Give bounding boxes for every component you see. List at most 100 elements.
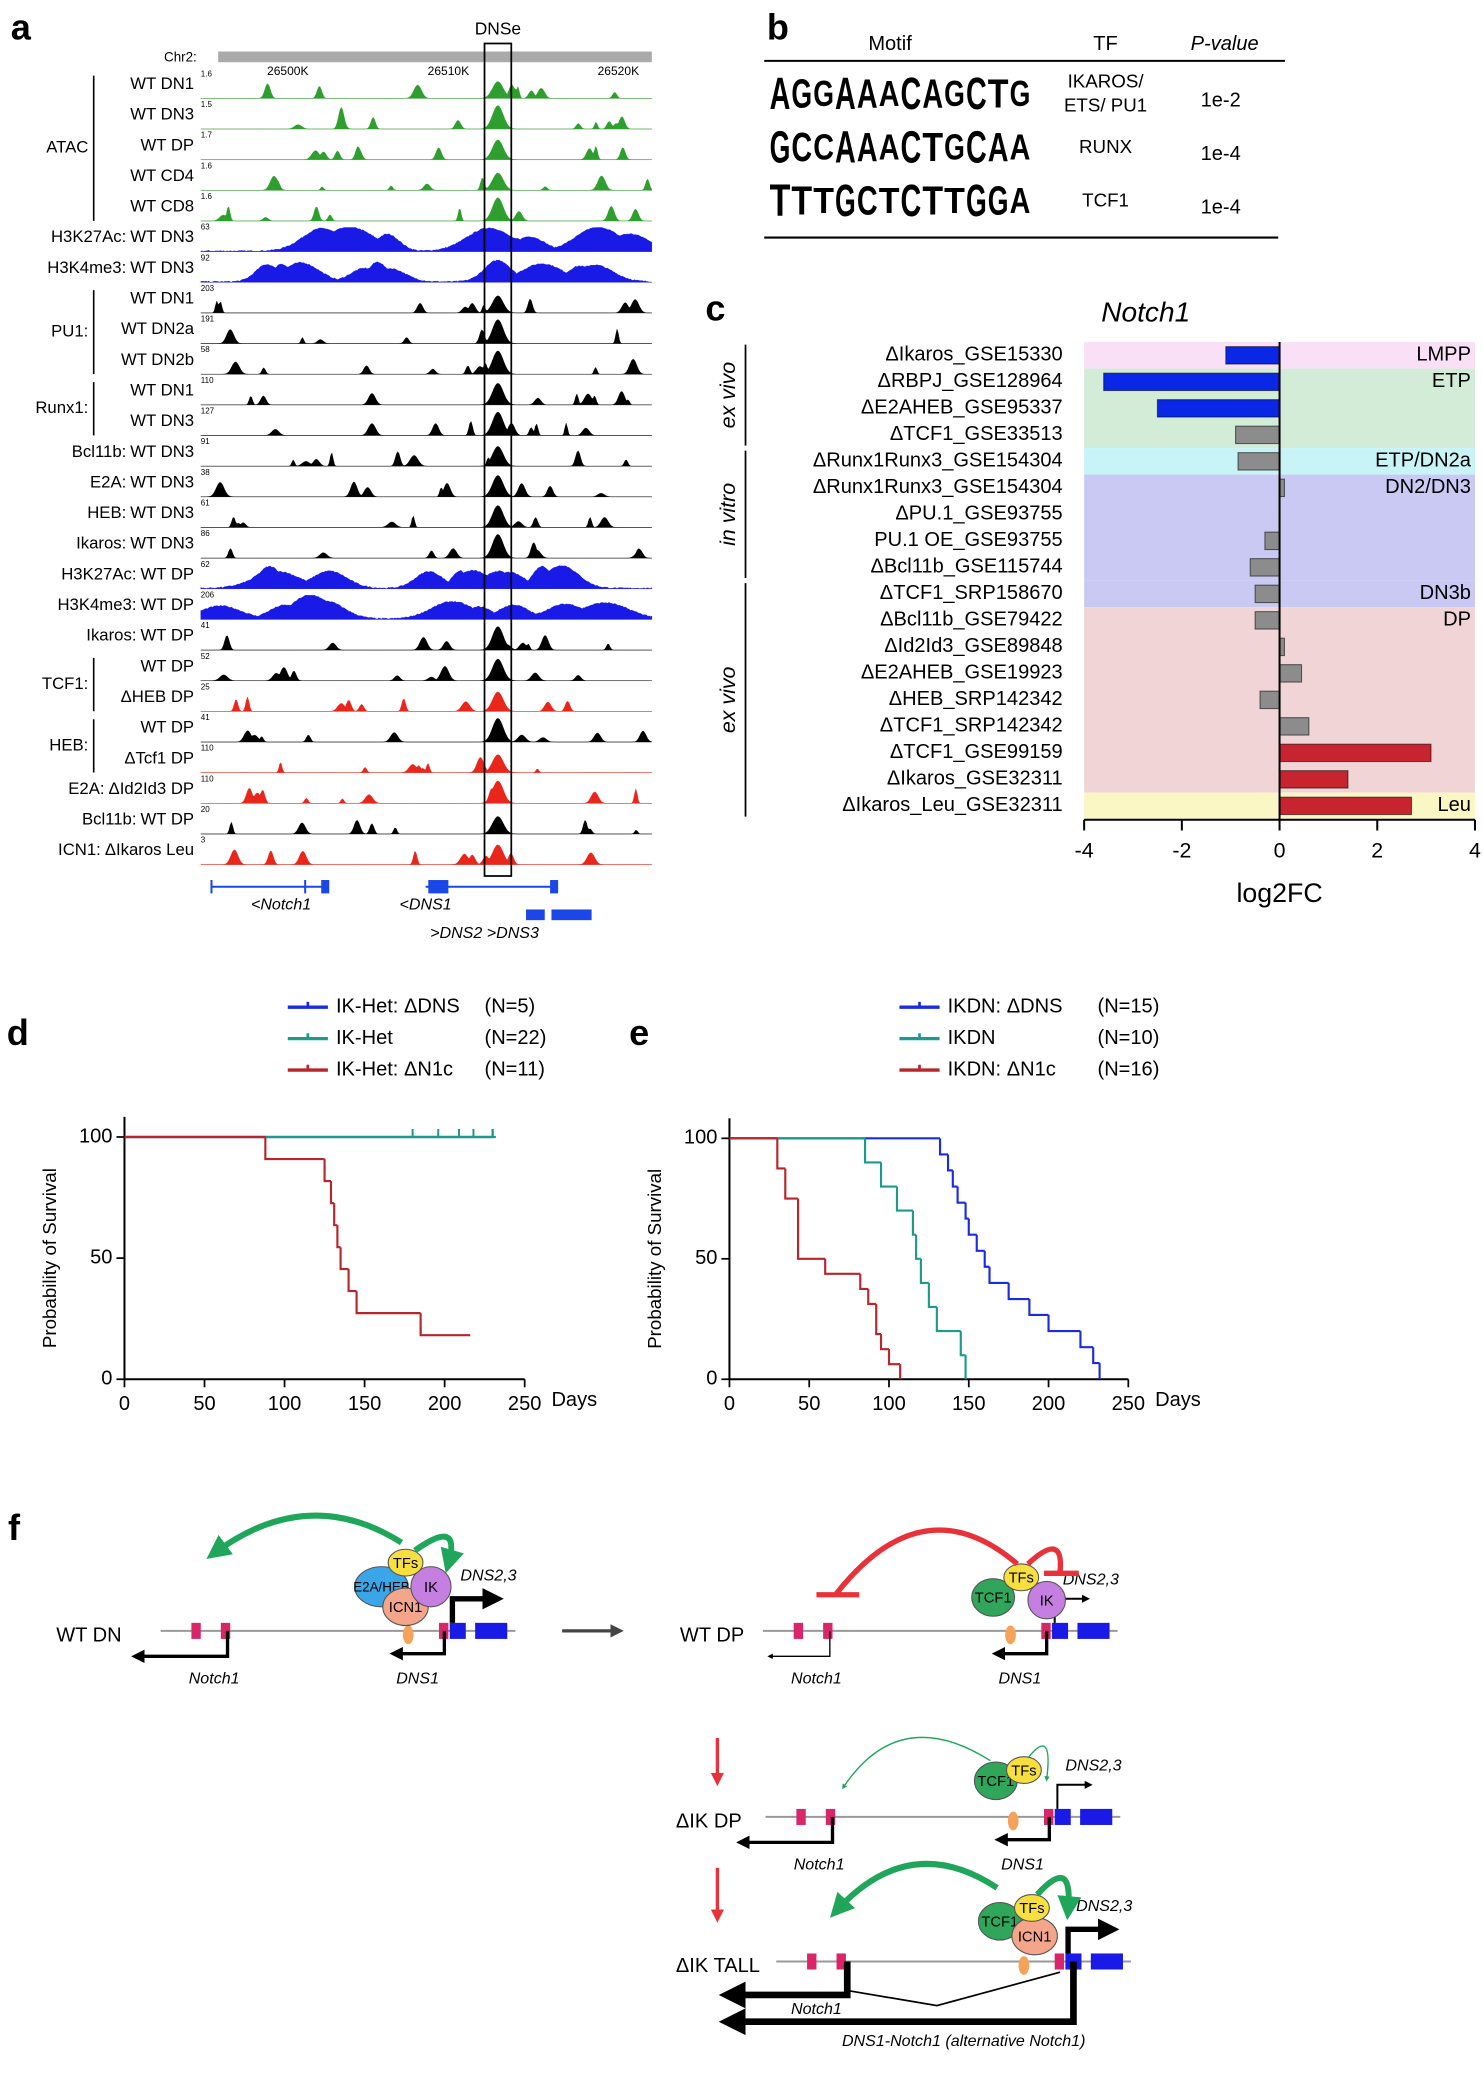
track-signal [200,780,652,804]
protein-label: IK [1040,1593,1054,1609]
exon-box [807,1953,817,1970]
x-tick-label: 250 [508,1393,541,1415]
table-header: Motif [868,33,912,55]
side-label: ex vivo [716,362,740,429]
group-label: HEB: [49,735,88,754]
protein [1005,1756,1042,1785]
track-name: WT DP [141,718,195,737]
arrow [1056,1780,1093,1809]
track-scale: 110 [201,376,214,385]
survival-step [859,1273,869,1290]
track-label: H3K4me3: WT DP [57,595,194,614]
survival-step [988,1266,1009,1284]
track-name: WT DN3 [130,258,194,277]
category-label: ΔBcl11b_GSE115744 [870,556,1062,578]
arrow [449,1588,504,1623]
promoter-label: DNS2,3 [1076,1897,1132,1915]
track-signal [200,595,653,620]
promoter-label: DNS2,3 [460,1566,516,1584]
legend-n: (N=11) [485,1058,545,1080]
track-signal [200,446,652,467]
track-scale: 25 [201,682,210,691]
track-label: WT DP [141,657,195,676]
arc [830,1860,999,1918]
x-tick-label: 4 [1469,839,1481,863]
category-label: ΔHEB_SRP142342 [889,688,1063,710]
y-tick-label: 50 [695,1247,717,1269]
chrom-label: Chr2: [164,50,197,65]
track-scale: 110 [201,744,214,753]
survival-step [824,1258,861,1275]
stage-label: LMPP [1416,344,1471,366]
track-label: WT DN3 [130,105,194,124]
stage-label: DN3b [1420,582,1471,604]
track-scale: 41 [201,713,210,722]
x-tick-label: 250 [1112,1393,1145,1415]
exon-box [1077,1622,1110,1639]
bar [1156,399,1281,418]
track-label: ΔHEB DP [121,687,194,706]
group-label: ATAC [46,138,88,157]
motif-letter: C [901,122,922,173]
category-label: ΔIkaros_GSE32311 [887,768,1063,790]
exon-box [220,1622,231,1639]
y-tick-label: 0 [101,1368,112,1390]
legend-label: IKDN: ΔDNS [948,995,1063,1017]
track-label: WT DN2a [121,320,195,339]
track-name: WT DN3 [130,473,194,492]
p-value: 1e-2 [1201,89,1241,111]
track-signal [200,319,652,344]
legend-n: (N=22) [485,1027,547,1049]
x-tick-label: 50 [193,1393,215,1415]
arrow [736,1816,835,1850]
survival-step [336,1225,341,1249]
anchor [1007,1811,1019,1831]
x-tick-label: -4 [1075,839,1094,863]
track-signal [200,626,652,651]
track-name: WT DN1 [130,74,194,93]
survival-step [915,1234,921,1260]
coord-label: 26500K [267,64,308,78]
track-scale: 203 [201,284,215,293]
legend-n: (N=15) [1098,995,1160,1017]
track-label: ICN1: ΔIkaros Leu [58,841,194,860]
survival-step [951,1170,958,1188]
motif-letter: C [966,68,987,119]
motif-letter: A [922,72,943,117]
state-label: ΔIK DP [676,1811,742,1833]
track-name: WT DN3 [130,504,194,523]
category-label: ΔE2AHEB_GSE19923 [861,662,1063,684]
track-group: E2A: [68,779,104,798]
motif-letter: G [835,175,856,226]
motif-letter: G [770,122,791,173]
survival-step [964,1202,969,1220]
track-label: H3K27Ac: WT DN3 [51,228,194,247]
track-label: WT DN1 [130,74,194,93]
gene-label: <DNS1 [400,896,452,914]
p-value: 1e-4 [1201,143,1241,165]
motif-letter: G [1010,73,1031,114]
motif-letter: G [966,175,987,226]
exon-box [1054,1808,1071,1825]
track-scale: 1.6 [201,161,213,170]
survival-step [1047,1314,1081,1333]
motif-letter: A [879,73,900,114]
x-tick-label: 2 [1371,839,1383,863]
x-axis-label: log2FC [1236,878,1322,908]
x-tick-label: 100 [872,1393,905,1415]
track-label: Ikaros: WT DN3 [76,534,194,553]
survival-step [329,1181,335,1205]
motif-letter: G [944,73,965,114]
track-signal [200,295,652,314]
motif-letter: A [1010,180,1031,221]
exon-box [475,1622,508,1639]
motif-letter: A [857,72,878,117]
panel-label: f [8,1507,21,1548]
stage-label: ETP/DN2a [1375,450,1472,472]
track-signal [200,534,652,559]
y-tick-label: 100 [684,1127,717,1149]
survival-step [333,1203,338,1227]
coord-label: 26510K [428,64,469,78]
survival-step [935,1306,961,1333]
track-name: WT DN3 [130,228,194,247]
